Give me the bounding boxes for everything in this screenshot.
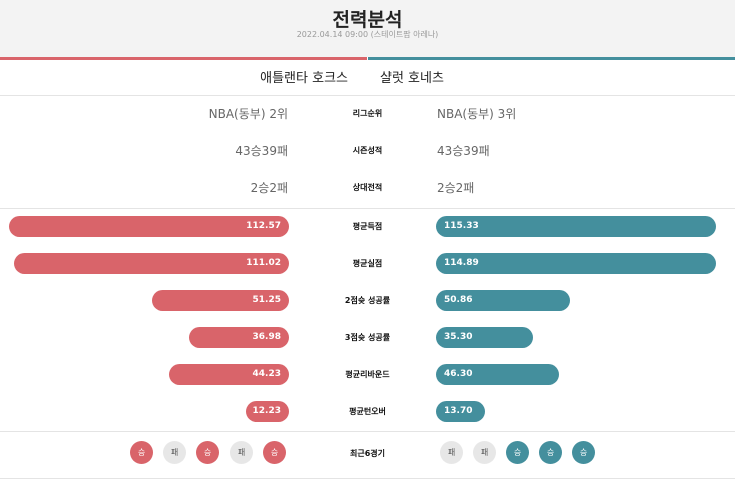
away-stat-bar: 35.30: [436, 327, 533, 348]
home-result-badge: 패: [230, 441, 253, 464]
away-team-color-bar: [368, 57, 735, 60]
home-stat-bar: 111.02: [14, 253, 289, 274]
stat-label: 리그순위: [352, 109, 383, 118]
home-stat-value: NBA(동부) 2위: [208, 107, 288, 121]
away-result-badge: 승: [539, 441, 562, 464]
stat-label: 2점슛 성공률: [344, 296, 391, 305]
stat-label: 평균실점: [352, 259, 383, 268]
stat-row: NBA(동부) 2위 리그순위 NBA(동부) 3위: [0, 95, 735, 132]
stat-row: 2승2패 상대전적 2승2패: [0, 169, 735, 206]
away-stat-bar: 114.89: [436, 253, 716, 274]
home-team-name: 애틀랜타 호크스: [260, 71, 348, 86]
stat-label: 시즌성적: [352, 146, 383, 155]
stat-row: 43승39패 시즌성적 43승39패: [0, 132, 735, 169]
away-result-badge: 패: [440, 441, 463, 464]
home-result-badge: 승: [263, 441, 286, 464]
home-result-badge: 승: [130, 441, 153, 464]
away-result-badge: 패: [473, 441, 496, 464]
row-divider: [0, 431, 735, 432]
match-info: 2022.04.14 09:00 (스테이트팜 아레나): [296, 30, 439, 39]
home-team-color-bar: [0, 57, 367, 60]
away-stat-value: 43승39패: [437, 144, 490, 158]
away-stat-bar: 13.70: [436, 401, 485, 422]
stat-row: 111.02 평균실점 114.89: [0, 245, 735, 282]
stat-row: 36.98 3점슛 성공률 35.30: [0, 319, 735, 356]
home-stat-value: 43승39패: [235, 144, 288, 158]
away-team-name: 샬럿 호네츠: [380, 71, 444, 86]
away-stat-bar: 50.86: [436, 290, 570, 311]
home-result-badge: 승: [196, 441, 219, 464]
recent-games-row: 최근6경기 승 패 승 패 승 패 패 승 승 승: [0, 432, 735, 476]
away-stat-value: NBA(동부) 3위: [437, 107, 517, 121]
home-stat-bar: 51.25: [152, 290, 289, 311]
row-divider: [0, 208, 735, 209]
stat-row: 12.23 평균턴오버 13.70: [0, 393, 735, 430]
team-header: 애틀랜타 호크스 샬럿 호네츠: [0, 60, 735, 96]
stat-row: 44.23 평균리바운드 46.30: [0, 356, 735, 393]
recent-games-label: 최근6경기: [349, 449, 385, 458]
away-stat-value: 2승2패: [437, 181, 475, 195]
home-stat-bar: 44.23: [169, 364, 289, 385]
away-stat-bar: 115.33: [436, 216, 716, 237]
header: 전력분석 2022.04.14 09:00 (스테이트팜 아레나): [0, 0, 735, 57]
stat-label: 상대전적: [352, 183, 383, 192]
away-result-badge: 승: [572, 441, 595, 464]
stat-label: 3점슛 성공률: [344, 333, 391, 342]
page-title: 전력분석: [332, 9, 403, 31]
stat-label: 평균리바운드: [345, 370, 390, 379]
stat-row: 112.57 평균득점 115.33: [0, 208, 735, 245]
away-result-badge: 승: [506, 441, 529, 464]
stat-label: 평균턴오버: [349, 407, 386, 416]
away-stat-bar: 46.30: [436, 364, 559, 385]
stat-label: 평균득점: [352, 222, 383, 231]
home-stat-value: 2승2패: [250, 181, 288, 195]
home-stat-bar: 36.98: [189, 327, 289, 348]
home-stat-bar: 12.23: [246, 401, 289, 422]
home-stat-bar: 112.57: [9, 216, 289, 237]
bottom-divider: [0, 478, 735, 479]
stat-row: 51.25 2점슛 성공률 50.86: [0, 282, 735, 319]
home-result-badge: 패: [163, 441, 186, 464]
